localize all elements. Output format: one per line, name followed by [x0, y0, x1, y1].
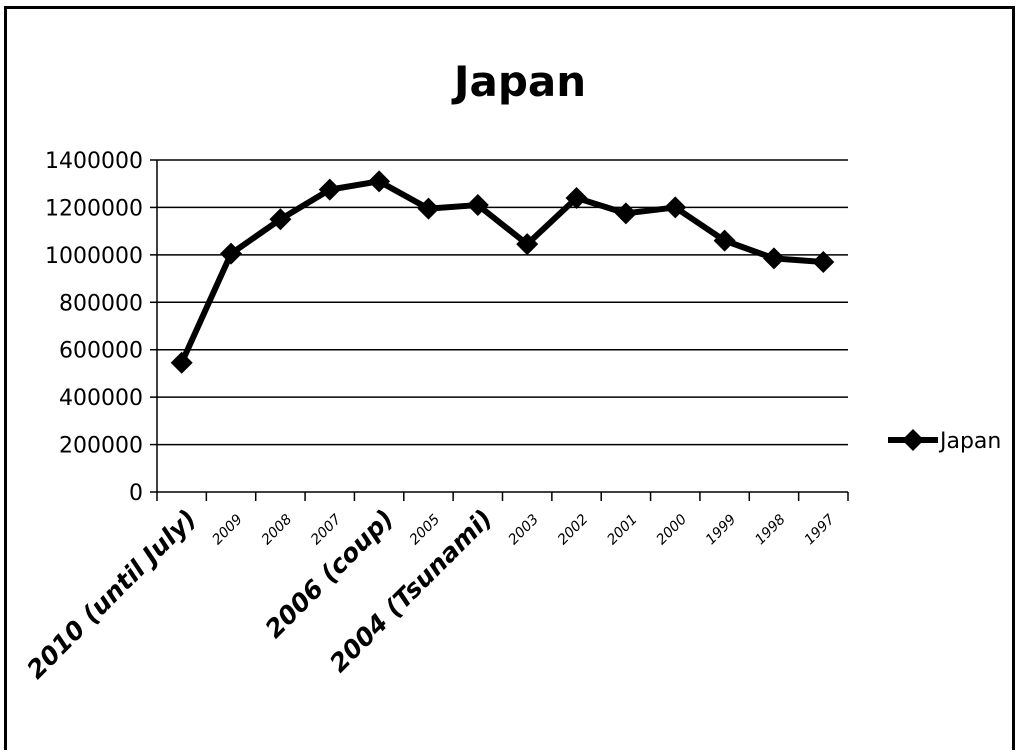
gridlines [157, 159, 848, 446]
data-point-marker [614, 202, 637, 225]
y-tick-label: 200000 [59, 434, 143, 459]
chart-title: Japan [451, 57, 586, 106]
x-tick-label: 2002 [555, 511, 592, 548]
data-point-marker [466, 194, 489, 217]
data-point-marker [417, 197, 440, 220]
data-point-marker [565, 186, 588, 209]
chart-frame [4, 6, 1015, 750]
x-tick-label: 1997 [802, 511, 839, 548]
legend: Japan [888, 429, 1001, 454]
data-point-marker [713, 229, 736, 252]
x-tick-label: 1998 [752, 511, 789, 548]
data-point-marker [220, 242, 243, 265]
x-tick-label: 2004 (Tsunami) [324, 504, 498, 678]
x-tick-label: 1999 [703, 511, 740, 548]
data-point-marker [368, 170, 391, 193]
y-tick-label: 1400000 [45, 149, 143, 174]
x-tick-label: 2001 [604, 512, 641, 549]
data-point-marker [318, 178, 341, 201]
y-tick-label: 1000000 [45, 244, 143, 269]
y-tick-label: 0 [129, 481, 143, 506]
y-axis: 0 200000 400000 600000 800000 1000000 1200000 1… [45, 149, 158, 506]
y-tick-label: 800000 [59, 291, 143, 316]
y-tick-label: 1200000 [45, 196, 143, 221]
legend-label-japan: Japan [938, 429, 1001, 454]
data-point-marker [516, 233, 539, 256]
data-point-marker [812, 250, 835, 273]
legend-marker-diamond [902, 429, 924, 451]
x-tick-label: 2000 [654, 511, 691, 548]
x-tick-label: 2009 [209, 511, 246, 548]
data-point-marker [664, 196, 687, 219]
x-tick-label: 2008 [259, 511, 296, 548]
y-tick-label: 400000 [59, 386, 143, 411]
data-point-marker [269, 208, 292, 231]
series-japan [170, 170, 835, 374]
data-point-marker [762, 247, 785, 270]
y-tick-label: 600000 [59, 339, 143, 364]
x-tick-label: 2003 [505, 512, 542, 549]
series-line-japan [178, 178, 824, 364]
data-point-marker [170, 351, 193, 374]
x-tick-label: 2010 (until July) [21, 504, 202, 685]
